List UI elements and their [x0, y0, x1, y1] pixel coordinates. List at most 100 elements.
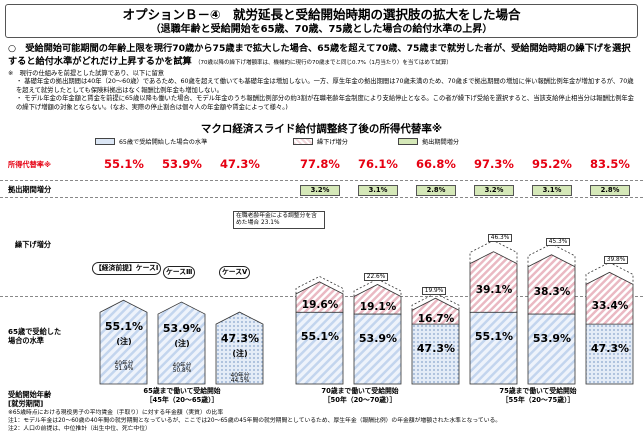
legend-label-base: 65歳で受給開始した場合の水準 [119, 139, 208, 146]
base-label-g2-b2: 47.3% [590, 342, 630, 356]
contrib-box-g1-b2: 2.8% [416, 185, 456, 196]
footnote-1: 注1：モデル年金は20～60歳の40年間の就労期間となっているが、ここでは20～… [8, 418, 502, 424]
legend-delay: 繰下げ増分 [293, 137, 348, 146]
group-period-75: ［55年（20～75歳）］ [501, 396, 575, 404]
group-label-70: 70歳まで働いて受給開始 ［50年（20～70歳）］ [290, 387, 430, 405]
contrib-box-g1-b1: 3.1% [358, 185, 398, 196]
base-label-g2-b0: 55.1% [474, 330, 514, 344]
row-label-contrib: 拠出期間増分 [8, 185, 52, 194]
row-label-rate: 所得代替率※ [8, 160, 51, 169]
annotation-text: 在職老齢年金による調整分を含めた場合 [236, 213, 317, 226]
group-label-65-text: 65歳まで働いて受給開始 [143, 387, 221, 395]
base-label-g0-b1: 53.9% [162, 322, 202, 336]
group-label-70-text: 70歳まで働いて受給開始 [321, 387, 399, 395]
upper-roof-g2-b0 [469, 240, 518, 264]
rate-label-g1-b0: 77.8% [300, 157, 340, 171]
rate-label-g2-b1: 95.2% [532, 157, 572, 171]
upper-label-g1-b2: 19.9% [422, 287, 446, 296]
upper-roof-g1-b1 [353, 278, 402, 297]
delay-label-g2-b2: 33.4% [591, 300, 629, 313]
group-period-65: ［45年（20～65歳）］ [145, 396, 219, 404]
legend-swatch-contrib [398, 138, 418, 145]
row-label-delay: 繰下げ増分 [15, 240, 51, 249]
legend-contrib: 拠出期間増分 [398, 137, 459, 146]
base-bar-g1-b1 [353, 313, 402, 385]
legend-base: 65歳で受給開始した場合の水準 [95, 137, 207, 146]
footnote-2: 注2：人口の前提は、中位推計（出生中位、死亡中位） [8, 426, 151, 432]
rate-label-g1-b2: 66.8% [416, 157, 456, 171]
years-pct-g0-b1: 50.8% [172, 368, 192, 375]
title-box: オプションＢ－④ 就労延長と受給開始時期の選択肢の拡大をした場合 （退職年齢と受… [5, 4, 638, 38]
lead-main: ○ 受給開始可能期間の年齢上限を現行70歳から75歳まで拡大した場合、65歳を超… [8, 43, 631, 67]
footnote-0: ※65歳時点における現役男子の平均賃金（手取り）に対する年金額（実質）の比率 [8, 410, 224, 416]
years-pct-g0-b0: 51.9% [114, 366, 134, 373]
contrib-box-g2-b1: 3.1% [532, 185, 572, 196]
case-label-1: 【経済前提】ケースⅠ [92, 262, 162, 275]
base-label-g0-b0: 55.1% [104, 320, 144, 334]
lead-small: （70歳以降の繰下げ増額率は、機械的に現行の70歳までと同じ0.7%（1月当たり… [194, 60, 452, 66]
note-label-g0-b0: (注) [116, 337, 132, 347]
rate-label-g0-b2: 47.3% [220, 157, 260, 171]
delay-label-g1-b1: 19.1% [359, 301, 397, 314]
row-label-start-age: 受給開始年齢 [8, 390, 52, 399]
base-label-g0-b2: 47.3% [220, 332, 260, 346]
base-bar-g1-b0 [295, 311, 344, 385]
upper-roof-g2-b2 [585, 261, 634, 285]
rate-label-g2-b0: 97.3% [474, 157, 514, 171]
row-label-base: 65歳で受給した場合の水準 [8, 327, 62, 345]
years-label-g0-b2: 40年分 [230, 373, 250, 380]
upper-label-g2-b0: 46.3% [488, 234, 512, 243]
rate-label-g1-b1: 76.1% [358, 157, 398, 171]
base-bar-g2-b1 [527, 313, 576, 385]
rate-label-g0-b0: 55.1% [104, 157, 144, 171]
base-label-g1-b0: 55.1% [300, 330, 340, 344]
annotation-box: 在職老齢年金による調整分を含めた場合 23.1% [233, 211, 325, 229]
note-label-g0-b1: (注) [174, 339, 190, 349]
rate-label-g2-b2: 83.5% [590, 157, 630, 171]
upper-label-g2-b2: 39.8% [604, 256, 628, 265]
divider-1 [0, 180, 643, 181]
base-label-g1-b1: 53.9% [358, 332, 398, 346]
page-subtitle: （退職年齢と受給開始を65歳、70歳、75歳とした場合の給付水準の上昇） [150, 24, 493, 35]
group-label-65: 65歳まで働いて受給開始 ［45年（20～65歳）］ [112, 387, 252, 405]
upper-label-g2-b1: 45.3% [546, 237, 570, 246]
upper-label-g1-b1: 22.6% [364, 273, 388, 282]
contrib-box-g2-b2: 2.8% [590, 185, 630, 196]
group-label-75-text: 75歳まで働いて受給開始 [499, 387, 577, 395]
legend-swatch-base [95, 138, 115, 145]
delay-bar-g2-b2 [585, 271, 634, 325]
years-label-g0-b0: 40年分 [114, 361, 134, 368]
delay-label-g2-b1: 38.3% [533, 286, 571, 299]
upper-roof-g1-b0 [295, 275, 344, 294]
note-label-g0-b2: (注) [232, 349, 248, 359]
case-label-3: ケースⅢ [163, 266, 196, 279]
notes: ※ 現行の仕組みを前提とした試算であり、以下に留意 ・ 基礎年金の拠出期間は40… [8, 70, 638, 112]
contrib-box-g1-b0: 3.2% [300, 185, 340, 196]
annotation-value: 23.1% [261, 220, 280, 226]
group-period-70: ［50年（20～70歳）］ [323, 396, 397, 404]
upper-roof-g2-b1 [527, 243, 576, 267]
years-label-g0-b1: 40年分 [172, 363, 192, 370]
base-label-g1-b2: 47.3% [416, 342, 456, 356]
years-pct-g0-b2: 44.5% [230, 378, 250, 385]
legend-label-contrib: 拠出期間増分 [422, 139, 460, 146]
lead-text: ○ 受給開始可能期間の年齢上限を現行70歳から75歳まで拡大した場合、65歳を超… [8, 42, 636, 70]
divider-2 [0, 197, 643, 198]
row-label-work-period: [就労期間] [8, 399, 44, 408]
case-label-5: ケースⅤ [219, 266, 251, 279]
group-label-75: 75歳まで働いて受給開始 ［55年（20～75歳）］ [468, 387, 608, 405]
chart-title: マクロ経済スライド給付調整終了後の所得代替率※ [200, 123, 443, 135]
note-2: ・ モデル年金の年金額と賃金を前提に65歳以降も働いた場合、モデル年金のうち報酬… [16, 95, 634, 111]
rate-label-g0-b1: 53.9% [162, 157, 202, 171]
delay-label-g1-b2: 16.7% [417, 313, 455, 326]
delay-bar-g2-b1 [527, 254, 576, 315]
delay-bar-g2-b0 [469, 251, 518, 313]
contrib-box-g2-b0: 3.2% [474, 185, 514, 196]
delay-label-g1-b0: 19.6% [301, 299, 339, 312]
note-1: ・ 基礎年金の拠出期間は40年（20～60歳）であるため、60歳を超えて働いても… [16, 78, 634, 94]
legend-swatch-delay [293, 138, 313, 145]
base-label-g2-b1: 53.9% [532, 332, 572, 346]
legend-label-delay: 繰下げ増分 [317, 139, 348, 146]
delay-label-g2-b0: 39.1% [475, 283, 513, 296]
base-bar-g2-b0 [469, 311, 518, 385]
